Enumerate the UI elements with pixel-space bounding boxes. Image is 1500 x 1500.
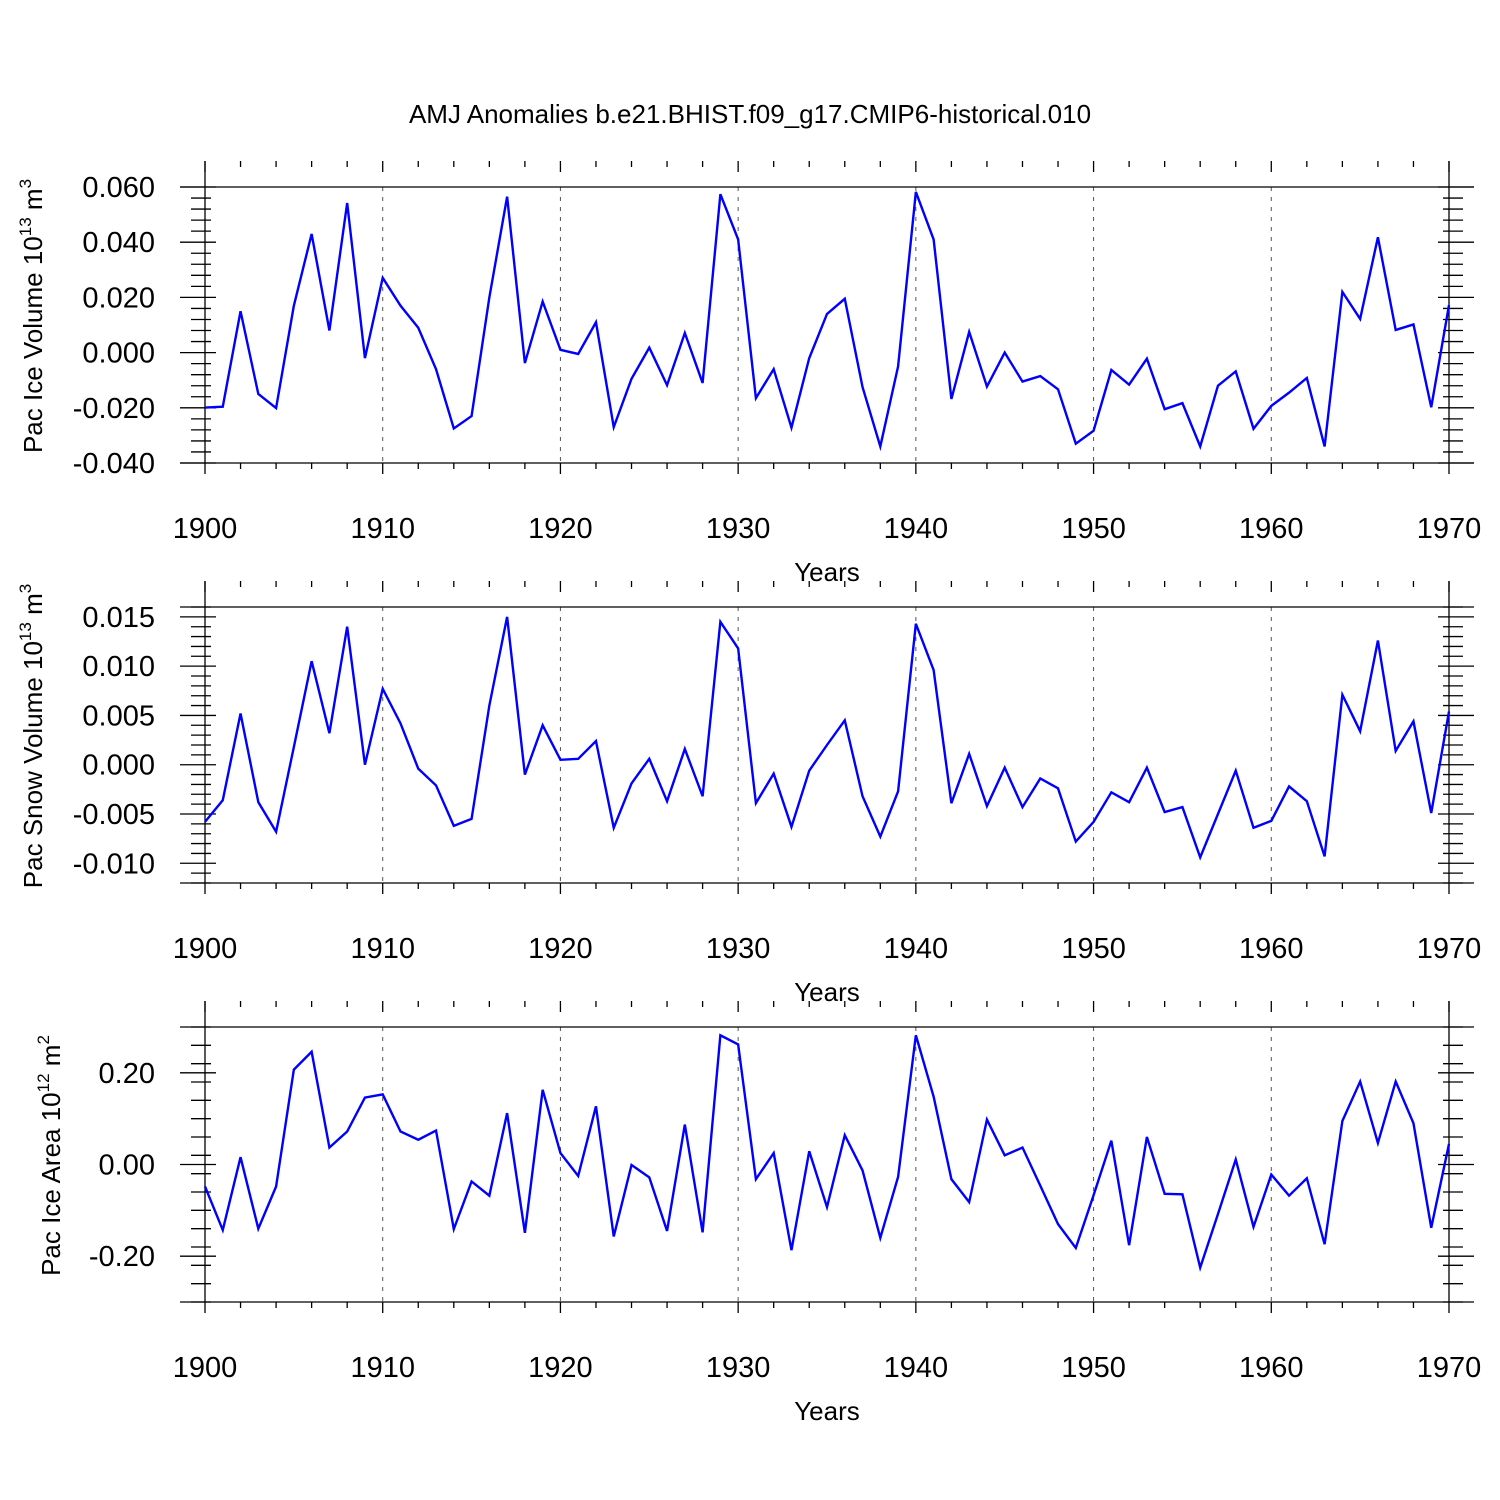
y-axis-title-text: m [18, 593, 48, 622]
y-tick-label: -0.005 [73, 799, 155, 831]
x-tick-label: 1920 [528, 933, 593, 965]
y-tick-label: 0.005 [82, 700, 155, 732]
y-axis-title: Pac Snow Volume 1013 m3 [16, 584, 48, 888]
x-tick-label: 1940 [884, 513, 949, 545]
y-axis-title-text: m [18, 188, 48, 217]
x-tick-label: 1940 [884, 1352, 949, 1384]
y-axis-title: Pac Ice Volume 1013 m3 [16, 179, 48, 453]
x-tick-label: 1900 [173, 513, 238, 545]
y-axis-title-text: Pac Ice Volume 10 [18, 236, 48, 453]
y-tick-label: -0.010 [73, 848, 155, 880]
panel-3: -0.20 0.00 0.20 1900 1910 1920 1930 1940 1950 196… [34, 1001, 1481, 1426]
y-tick-label: -0.020 [73, 393, 155, 425]
x-axis-title: Years [794, 1396, 860, 1426]
x-tick-label: 1950 [1061, 1352, 1126, 1384]
x-tick-label: 1930 [706, 513, 771, 545]
x-tick-label: 1950 [1061, 933, 1126, 965]
x-tick-label: 1970 [1417, 1352, 1482, 1384]
y-axis-title-superscript: 3 [16, 179, 35, 188]
y-axis-title-text: Pac Snow Volume 10 [18, 641, 48, 888]
panels: -0.040 -0.020 0.000 0.020 0.040 0.060 1900 1910… [16, 161, 1481, 1426]
y-axis-title-superscript: 12 [34, 1073, 53, 1092]
y-tick-label: 0.20 [99, 1058, 155, 1090]
x-tick-label: 1910 [350, 933, 415, 965]
series-line [204, 191, 1451, 452]
x-tick-label: 1970 [1417, 933, 1482, 965]
y-tick-label: 0.000 [82, 338, 155, 370]
x-tick-label: 1940 [884, 933, 949, 965]
x-axis-title: Years [794, 977, 860, 1007]
x-tick-label: 1900 [173, 933, 238, 965]
y-tick-label: 0.015 [82, 602, 155, 634]
x-tick-label: 1950 [1061, 513, 1126, 545]
y-axis-title: Pac Ice Area 1012 m2 [34, 1035, 66, 1276]
y-tick-label: 0.040 [82, 227, 155, 259]
x-axis-title: Years [794, 557, 860, 587]
y-tick-label: 0.000 [82, 750, 155, 782]
y-tick-label: 0.010 [82, 651, 155, 683]
x-tick-label: 1930 [706, 1352, 771, 1384]
x-tick-label: 1960 [1239, 1352, 1304, 1384]
series-line [204, 616, 1451, 861]
y-axis-title-text: Pac Ice Area 10 [36, 1092, 66, 1276]
panel-2: -0.010 -0.005 0.000 0.005 0.010 0.015 1900 1910… [16, 581, 1481, 1007]
x-tick-label: 1920 [528, 1352, 593, 1384]
y-tick-label: 0.060 [82, 172, 155, 204]
y-tick-label: -0.20 [89, 1241, 155, 1273]
y-axis-title-superscript: 13 [16, 217, 35, 236]
x-tick-label: 1960 [1239, 933, 1304, 965]
x-tick-label: 1970 [1417, 513, 1482, 545]
panel-1: -0.040 -0.020 0.000 0.020 0.040 0.060 1900 1910… [16, 161, 1481, 587]
figure-title: AMJ Anomalies b.e21.BHIST.f09_g17.CMIP6-… [409, 99, 1091, 129]
y-tick-label: -0.040 [73, 448, 155, 480]
x-tick-label: 1910 [350, 513, 415, 545]
y-tick-label: 0.020 [82, 282, 155, 314]
y-tick-label: 0.00 [99, 1150, 155, 1182]
series-line [203, 1033, 1451, 1272]
x-tick-label: 1930 [706, 933, 771, 965]
y-axis-title-superscript: 13 [16, 622, 35, 641]
y-axis-title-text: m [36, 1045, 66, 1074]
y-axis-title-superscript: 2 [34, 1035, 53, 1044]
x-tick-label: 1920 [528, 513, 593, 545]
y-axis-title-superscript: 3 [16, 584, 35, 593]
x-tick-label: 1910 [350, 1352, 415, 1384]
x-tick-label: 1900 [173, 1352, 238, 1384]
x-tick-label: 1960 [1239, 513, 1304, 545]
